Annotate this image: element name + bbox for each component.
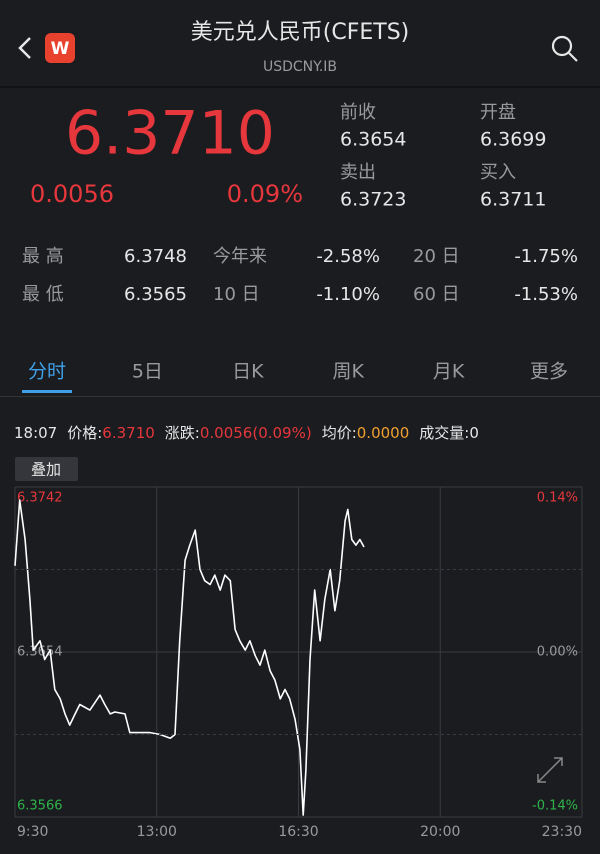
price-line: [14, 499, 365, 816]
stat-value: 6.3565: [124, 284, 187, 305]
search-icon: [551, 35, 573, 57]
price: 6.3710: [65, 99, 275, 169]
field-label: 开盘: [480, 102, 516, 123]
x-tick-label: 9:30: [17, 824, 48, 840]
field-value: 6.3699: [480, 129, 546, 151]
search-icon: [568, 52, 578, 62]
stat-label: 最 高: [22, 246, 64, 267]
stat-value: 6.3748: [124, 246, 187, 267]
y2-tick-label: 0.14%: [537, 491, 578, 506]
title: 美元兑人民币(CFETS): [191, 20, 410, 45]
logo: [45, 33, 75, 63]
info-bar: 18:07 价格:6.3710 涨跌:0.0056(0.09%) 均价:0.0000 成…: [14, 424, 479, 442]
overlay-button[interactable]: [15, 457, 78, 481]
tab[interactable]: 周K: [332, 361, 364, 383]
stat-value: -2.58%: [316, 246, 380, 267]
y2-tick-label: 0.00%: [537, 645, 578, 660]
tab[interactable]: 5日: [132, 361, 163, 383]
info-change: 0.0056(0.09%): [200, 424, 312, 442]
tab-underline: [22, 390, 72, 393]
info-time: 18:07: [14, 424, 57, 442]
info-label: 涨跌:: [165, 424, 200, 442]
tab[interactable]: 月K: [433, 361, 465, 383]
field-value: 6.3654: [340, 129, 406, 151]
tab[interactable]: 分时: [28, 361, 66, 383]
expand-icon[interactable]: [537, 757, 563, 783]
field-label: 卖出: [340, 162, 376, 183]
back-button[interactable]: [18, 37, 31, 59]
y2-tick-label: -0.14%: [532, 799, 578, 814]
divider: [0, 86, 600, 88]
field-value: 6.3711: [480, 189, 546, 211]
info-avg: 0.0000: [357, 424, 410, 442]
overlay-button-text: 叠加: [31, 461, 61, 479]
change-pct: 0.09%: [227, 180, 303, 208]
info-label: 均价:: [322, 424, 357, 442]
field-label: 买入: [480, 162, 516, 183]
info-volume: 成交量:0: [419, 424, 479, 442]
x-tick-label: 20:00: [420, 824, 460, 840]
stat-label: 10 日: [213, 284, 260, 305]
y-tick-label: 6.3654: [17, 645, 63, 660]
subtitle: USDCNY.IB: [263, 59, 337, 75]
stat-value: -1.10%: [316, 284, 380, 305]
search-button[interactable]: [551, 35, 578, 62]
stat-value: -1.75%: [514, 246, 578, 267]
tab[interactable]: 更多: [530, 361, 568, 383]
stat-label: 60 日: [413, 284, 460, 305]
tab[interactable]: 日K: [232, 361, 264, 383]
divider: [0, 396, 600, 397]
field-value: 6.3723: [340, 189, 406, 211]
field-label: 前收: [340, 102, 376, 123]
logo-text: W: [51, 39, 70, 59]
info-price: 6.3710: [102, 424, 155, 442]
stat-label: 20 日: [413, 246, 460, 267]
x-tick-label: 13:00: [137, 824, 177, 840]
stat-value: -1.53%: [514, 284, 578, 305]
x-tick-label: 16:30: [278, 824, 318, 840]
info-label: 价格:: [67, 424, 102, 442]
change: 0.0056: [30, 180, 114, 208]
stat-label: 今年来: [213, 246, 267, 267]
y-tick-label: 6.3742: [17, 491, 63, 506]
y-tick-label: 6.3566: [17, 799, 63, 814]
x-tick-label: 23:30: [542, 824, 582, 840]
stat-label: 最 低: [22, 284, 64, 305]
